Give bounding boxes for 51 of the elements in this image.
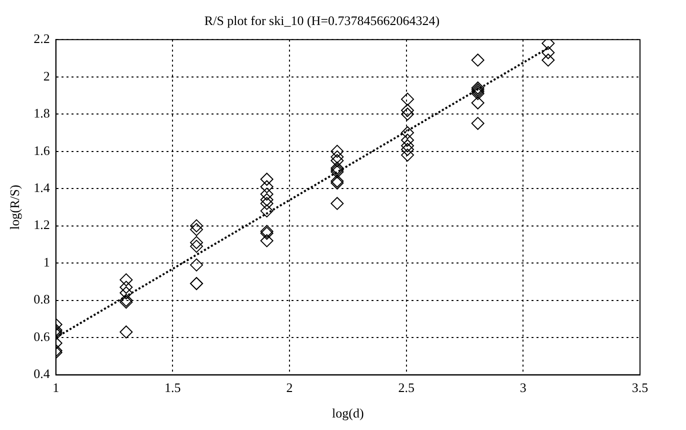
point — [401, 134, 414, 147]
point — [542, 54, 555, 67]
point — [542, 46, 555, 60]
point — [471, 96, 484, 110]
point — [471, 54, 484, 67]
y-tick-label: 2.2 — [34, 31, 50, 46]
y-tick-label: 1.2 — [34, 217, 50, 232]
point — [260, 196, 274, 210]
point — [401, 148, 414, 162]
point — [120, 273, 133, 286]
point — [330, 154, 344, 168]
point — [260, 204, 274, 218]
point — [260, 172, 274, 186]
point — [401, 108, 414, 121]
point — [120, 286, 133, 300]
y-axis-title: log(R/S) — [7, 184, 22, 230]
y-tick-label: 1.8 — [34, 106, 50, 121]
point — [260, 188, 274, 201]
y-tick-label: 1.6 — [34, 142, 50, 158]
y-tick-label: 1 — [43, 254, 50, 270]
point — [401, 126, 414, 140]
x-axis-title: log(d) — [332, 406, 364, 421]
chart-title: R/S plot for ski_10 (H=0.737845662064324) — [204, 13, 440, 28]
point — [401, 142, 414, 156]
point — [260, 234, 274, 248]
x-tick-label: 3 — [520, 380, 526, 396]
point — [190, 258, 204, 272]
point — [401, 104, 414, 117]
y-tick-label: 0.8 — [34, 292, 50, 307]
x-tick-label: 3.5 — [632, 380, 648, 396]
point — [330, 196, 344, 210]
y-tick-label: 0.4 — [34, 366, 50, 382]
point — [120, 280, 133, 294]
point — [260, 193, 274, 206]
point — [401, 92, 414, 106]
point — [190, 223, 204, 236]
point — [471, 116, 484, 130]
y-tick-label: 2 — [43, 68, 50, 84]
y-tick-label: 1.4 — [34, 180, 50, 195]
point — [190, 219, 204, 232]
point — [401, 139, 414, 152]
x-tick-label: 1.5 — [164, 380, 181, 396]
point — [190, 240, 204, 253]
x-tick-label: 2.5 — [398, 380, 414, 396]
point — [190, 236, 204, 250]
x-tick-label: 2 — [286, 380, 293, 396]
point — [260, 180, 274, 194]
point — [330, 150, 344, 164]
y-tick-label: 0.6 — [34, 328, 50, 344]
point — [330, 144, 344, 158]
point — [120, 325, 133, 338]
